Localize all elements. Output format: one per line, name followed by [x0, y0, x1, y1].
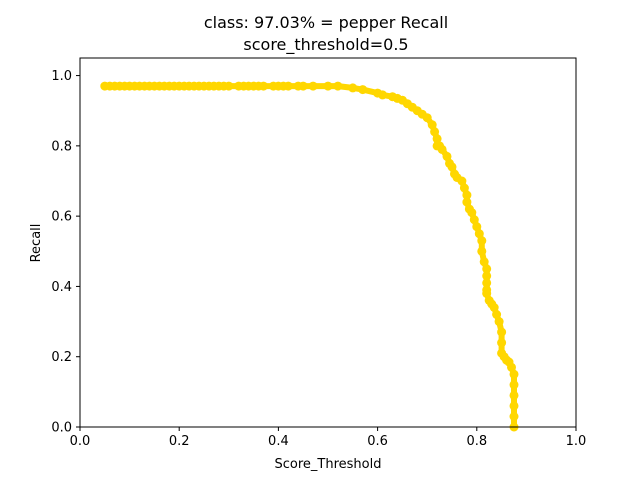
- x-tick-label: 0.2: [169, 434, 190, 449]
- y-axis-label: Recall: [29, 224, 44, 263]
- recall-point: [378, 90, 388, 100]
- recall-point: [298, 81, 308, 91]
- recall-point: [422, 113, 432, 123]
- recall-point: [494, 317, 504, 327]
- y-tick-label: 1.0: [51, 69, 72, 84]
- recall-point: [509, 380, 519, 390]
- recall-point: [482, 264, 492, 274]
- recall-point: [472, 222, 482, 232]
- recall-point: [437, 144, 447, 154]
- recall-point: [358, 85, 368, 95]
- recall-point: [482, 271, 492, 281]
- recall-point: [469, 215, 479, 225]
- y-axis: 0.0 0.2 0.4 0.6 0.8 1.0: [51, 69, 80, 436]
- recall-point: [447, 162, 457, 172]
- recall-point: [497, 338, 507, 348]
- x-axis: 0.0 0.2 0.4 0.6 0.8 1.0: [70, 427, 587, 449]
- recall-point: [459, 183, 469, 193]
- recall-point: [442, 151, 452, 161]
- recall-point: [497, 327, 507, 337]
- recall-point: [430, 127, 440, 137]
- x-tick-label: 0.4: [268, 434, 289, 449]
- recall-point: [482, 278, 492, 288]
- recall-point: [224, 81, 234, 91]
- x-tick-label: 0.0: [70, 434, 91, 449]
- chart-subtitle: score_threshold=0.5: [243, 35, 408, 55]
- recall-point: [333, 81, 343, 91]
- axes-frame: [79, 57, 577, 428]
- recall-point: [474, 229, 484, 239]
- recall-point: [427, 120, 437, 130]
- recall-point: [462, 197, 472, 207]
- y-tick-label: 0.8: [51, 139, 72, 154]
- recall-point: [509, 369, 519, 379]
- x-tick-label: 1.0: [566, 434, 587, 449]
- recall-point: [457, 176, 467, 186]
- y-tick-label: 0.4: [51, 280, 72, 295]
- recall-point: [432, 134, 442, 144]
- recall-point: [323, 81, 333, 91]
- recall-point: [259, 81, 268, 91]
- plot-area: [100, 81, 519, 432]
- recall-point: [479, 257, 489, 267]
- recall-point: [492, 310, 502, 319]
- recall-point: [509, 401, 519, 411]
- recall-point: [308, 81, 318, 91]
- y-tick-label: 0.2: [51, 350, 72, 365]
- recall-point: [477, 236, 487, 246]
- recall-curve-line: [104, 83, 517, 427]
- y-tick-label: 0.6: [51, 210, 72, 225]
- recall-point: [462, 190, 472, 200]
- recall-point: [509, 390, 519, 400]
- y-tick-label: 0.0: [51, 421, 72, 436]
- recall-point: [482, 289, 492, 298]
- recall-point: [507, 362, 516, 372]
- recall-point: [467, 208, 477, 218]
- x-axis-label: Score_Threshold: [275, 457, 382, 472]
- recall-point: [477, 246, 487, 256]
- x-tick-label: 0.8: [466, 434, 487, 449]
- x-tick-label: 0.6: [367, 434, 388, 449]
- recall-point: [348, 83, 358, 93]
- chart-title: class: 97.03% = pepper Recall: [204, 13, 448, 32]
- recall-point: [489, 303, 499, 312]
- recall-point: [283, 81, 293, 91]
- recall-point: [509, 412, 519, 421]
